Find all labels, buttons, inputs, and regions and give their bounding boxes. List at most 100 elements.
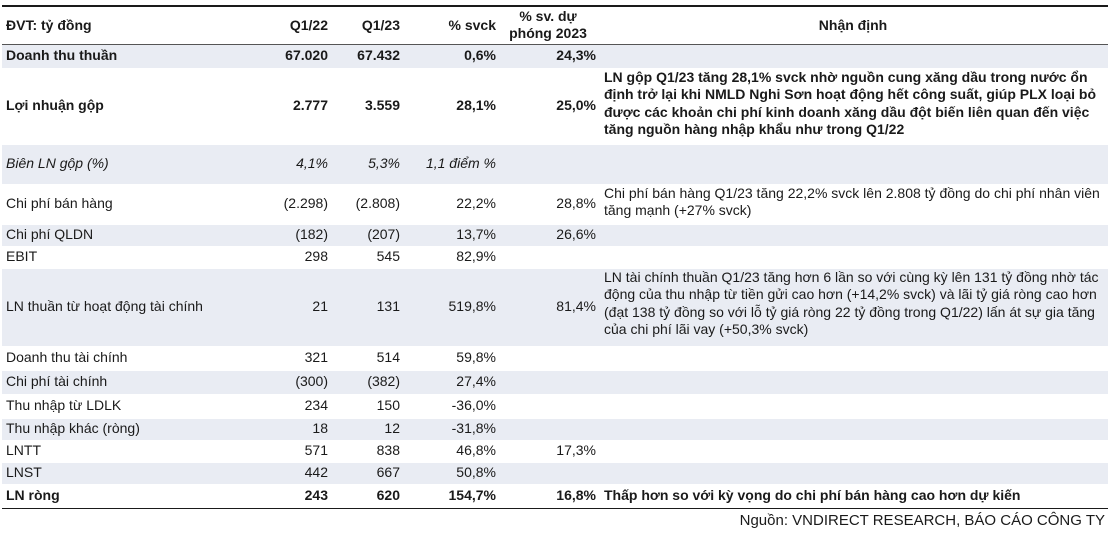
row-plan: [498, 370, 598, 394]
row-label: Chi phí bán hàng: [6, 195, 113, 212]
row-note: LN tài chính thuần Q1/23 tăng hơn 6 lần …: [598, 268, 1108, 346]
row-yoy: 27,4%: [402, 370, 498, 394]
table-row-associate-income: Thu nhập từ LDLK 234 150 -36,0%: [2, 394, 1108, 418]
table-row-financial-revenue: Doanh thu tài chính 321 514 59,8%: [2, 346, 1108, 370]
row-yoy: -36,0%: [451, 397, 496, 414]
row-label: Doanh thu thuần: [2, 44, 234, 68]
row-q1-23: 545: [376, 248, 400, 265]
table-row-gross-margin: Biên LN gộp (%) 4,1% 5,3% 1,1 điểm %: [2, 144, 1108, 184]
row-yoy: 0,6%: [402, 44, 498, 68]
unit-header: ĐVT: tỷ đồng: [6, 16, 92, 33]
row-yoy: 46,8%: [456, 442, 496, 459]
row-label: Biên LN gộp (%): [2, 144, 234, 184]
row-q1-23: 150: [376, 397, 400, 414]
yoy-header: % svck: [448, 16, 496, 33]
row-q1-22: 67.020: [234, 44, 330, 68]
row-label: Thu nhập khác (ròng): [2, 418, 234, 440]
row-plan: 81,4%: [498, 268, 598, 346]
row-q1-22: 234: [304, 397, 328, 414]
table-row-pretax-profit: LNTT 571 838 46,8% 17,3%: [2, 440, 1108, 462]
row-plan: 16,8%: [556, 487, 596, 504]
row-q1-23: 620: [376, 487, 400, 504]
financial-results-table: ĐVT: tỷ đồng Q1/22 Q1/23 % svck % sv. dự…: [2, 5, 1108, 509]
source-note: Nguồn: VNDIRECT RESEARCH, BÁO CÁO CÔNG T…: [739, 512, 1105, 529]
table-row-selling-expenses: Chi phí bán hàng (2.298) (2.808) 22,2% 2…: [2, 184, 1108, 224]
table-header-row: ĐVT: tỷ đồng Q1/22 Q1/23 % svck % sv. dự…: [2, 6, 1108, 44]
row-yoy: 154,7%: [448, 487, 496, 504]
table-row-net-revenue: Doanh thu thuần 67.020 67.432 0,6% 24,3%: [2, 44, 1108, 68]
row-q1-22: 243: [304, 487, 328, 504]
row-label: LNST: [2, 462, 234, 484]
row-yoy: 50,8%: [402, 462, 498, 484]
comment-header: Nhận định: [818, 16, 888, 33]
q1-22-header: Q1/22: [289, 16, 328, 33]
row-yoy: 22,2%: [456, 195, 496, 212]
row-yoy: 519,8%: [402, 268, 498, 346]
row-q1-22: 2.777: [292, 97, 328, 114]
table-row-admin-expenses: Chi phí QLDN (182) (207) 13,7% 26,6%: [2, 224, 1108, 246]
row-note: [598, 418, 1108, 440]
row-note: [598, 44, 1108, 68]
row-q1-22: (300): [234, 370, 330, 394]
row-q1-22: 321: [304, 349, 328, 366]
table-row-after-tax-profit: LNST 442 667 50,8%: [2, 462, 1108, 484]
row-q1-23: 5,3%: [330, 144, 402, 184]
row-note: [598, 224, 1108, 246]
row-q1-23: 3.559: [364, 97, 400, 114]
row-q1-23: (207): [330, 224, 402, 246]
table-row-other-income: Thu nhập khác (ròng) 18 12 -31,8%: [2, 418, 1108, 440]
row-label: Doanh thu tài chính: [6, 349, 128, 366]
row-note: [598, 246, 1108, 268]
row-label: Thu nhập từ LDLK: [6, 397, 122, 414]
row-note: [598, 144, 1108, 184]
row-plan: [498, 462, 598, 484]
row-plan: [498, 346, 598, 370]
row-plan: 26,6%: [498, 224, 598, 246]
row-q1-23: (382): [330, 370, 402, 394]
plan-header: % sv. dự phóng 2023: [498, 6, 598, 44]
table-row-ebit: EBIT 298 545 82,9%: [2, 246, 1108, 268]
row-yoy: -31,8%: [402, 418, 498, 440]
row-q1-22: 571: [304, 442, 328, 459]
row-yoy: 59,8%: [456, 349, 496, 366]
row-note: Chi phí bán hàng Q1/23 tăng 22,2% svck l…: [604, 184, 1100, 219]
row-plan: [498, 394, 598, 418]
row-q1-23: 838: [376, 442, 400, 459]
row-q1-22: (182): [234, 224, 330, 246]
row-q1-23: 67.432: [330, 44, 402, 68]
plan-header-line1: % sv. dự: [519, 8, 577, 25]
row-q1-23: 667: [330, 462, 402, 484]
row-note: [598, 394, 1108, 418]
row-plan: 25,0%: [556, 97, 596, 114]
row-q1-23: 131: [330, 268, 402, 346]
table-row-net-financial-income: LN thuần từ hoạt động tài chính 21 131 5…: [2, 268, 1108, 346]
row-q1-22: 21: [234, 268, 330, 346]
row-yoy: 13,7%: [402, 224, 498, 246]
table-row-financial-expenses: Chi phí tài chính (300) (382) 27,4%: [2, 370, 1108, 394]
row-label: Chi phí QLDN: [2, 224, 234, 246]
row-label: LN thuần từ hoạt động tài chính: [2, 268, 234, 346]
row-q1-23: 12: [330, 418, 402, 440]
row-label: LN ròng: [6, 487, 60, 504]
row-plan: 28,8%: [556, 195, 596, 212]
row-yoy: 28,1%: [456, 97, 496, 114]
row-plan: [498, 246, 598, 268]
row-note: [598, 370, 1108, 394]
row-note: [598, 440, 1108, 462]
row-plan: 24,3%: [498, 44, 598, 68]
row-label: EBIT: [6, 248, 38, 265]
row-q1-22: 442: [234, 462, 330, 484]
row-note: Thấp hơn so với kỳ vọng do chi phí bán h…: [604, 487, 1021, 504]
row-yoy: 1,1 điểm %: [402, 144, 498, 184]
row-plan: 17,3%: [556, 442, 596, 459]
q1-23-header: Q1/23: [361, 16, 400, 33]
row-note: [598, 346, 1108, 370]
table-row-gross-profit: Lợi nhuận gộp 2.777 3.559 28,1% 25,0% LN…: [2, 68, 1108, 144]
row-plan: [498, 418, 598, 440]
plan-header-line2: phóng 2023: [509, 25, 587, 42]
row-q1-22: 298: [304, 248, 328, 265]
row-note: [598, 462, 1108, 484]
table-row-net-profit: LN ròng 243 620 154,7% 16,8% Thấp hơn so…: [2, 484, 1108, 508]
row-q1-23: 514: [376, 349, 400, 366]
row-q1-22: 4,1%: [234, 144, 330, 184]
